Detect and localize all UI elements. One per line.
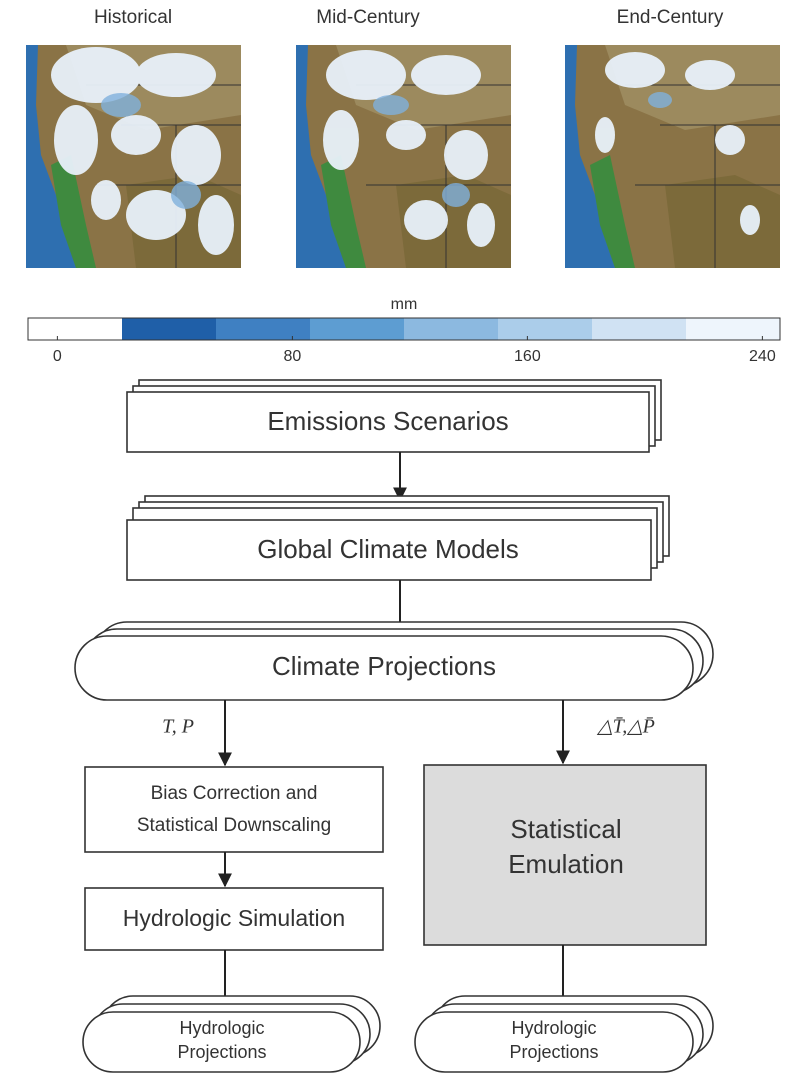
node-label: Statistical Downscaling — [137, 815, 331, 836]
colorbar-segment — [592, 318, 687, 340]
map — [296, 45, 511, 268]
node-label: Climate Projections — [272, 651, 496, 681]
colorbar-segment — [216, 318, 311, 340]
node-label: Hydrologic — [179, 1018, 264, 1038]
edge-label: T, P — [162, 716, 194, 738]
colorbar: 0 80 160 240 — [28, 318, 781, 365]
map-title: Mid-Century — [316, 7, 420, 28]
map-title: End-Century — [617, 7, 724, 28]
node-label: Hydrologic Simulation — [123, 905, 345, 931]
map-title: Historical — [94, 7, 172, 28]
edge-label: △T̄,△P̄ — [596, 716, 655, 738]
colorbar-tick-label: 80 — [283, 348, 301, 365]
node-label: Hydrologic — [511, 1018, 596, 1038]
node-label: Projections — [509, 1042, 598, 1062]
colorbar-segment — [28, 318, 123, 340]
colorbar-segment — [404, 318, 499, 340]
node-label: Statistical — [510, 814, 621, 844]
node-label: Emissions Scenarios — [267, 406, 508, 436]
node-label: Emulation — [508, 849, 624, 879]
map — [26, 45, 241, 268]
colorbar-tick-label: 160 — [514, 348, 541, 365]
node-label: Projections — [177, 1042, 266, 1062]
node — [85, 767, 383, 852]
map — [565, 45, 780, 268]
colorbar-segment — [310, 318, 405, 340]
colorbar-tick-label: 0 — [53, 348, 62, 365]
colorbar-segment — [498, 318, 593, 340]
colorbar-tick-label: 240 — [749, 348, 776, 365]
node-label: Global Climate Models — [257, 534, 519, 564]
figure: Historical Mid-Century End-Century mm 0 8… — [0, 0, 797, 1075]
node-label: Bias Correction and — [151, 783, 318, 804]
colorbar-segment — [122, 318, 217, 340]
colorbar-label: mm — [391, 296, 418, 313]
colorbar-segment — [686, 318, 781, 340]
